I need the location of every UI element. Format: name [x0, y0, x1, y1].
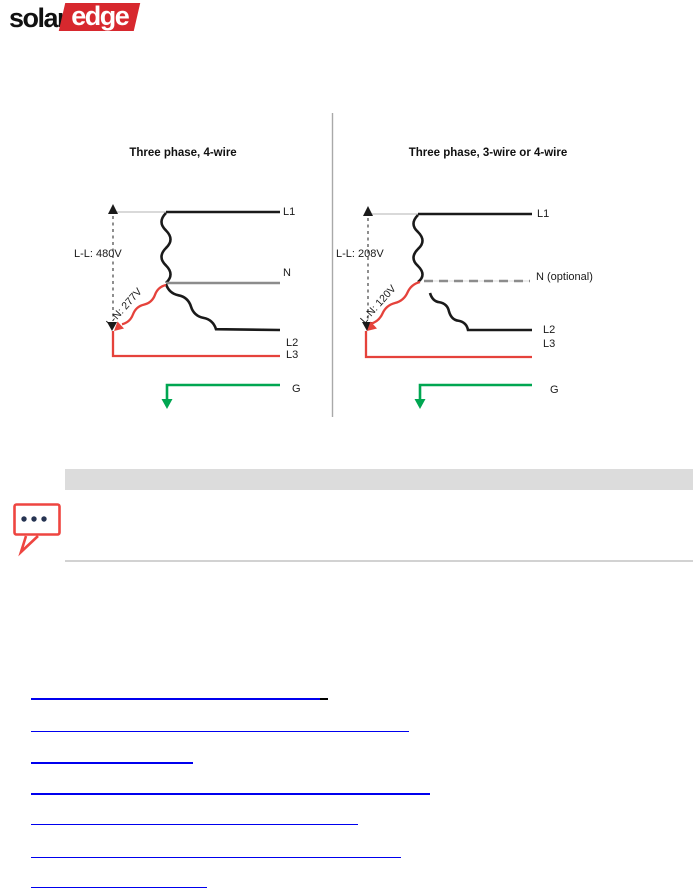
note-bottom-rule — [65, 560, 693, 562]
left-l1-label: L1 — [283, 206, 296, 218]
solaredge-logo: solar edge — [9, 1, 141, 33]
right-measure-arrow-up-icon — [363, 206, 373, 216]
note-bubble-tail — [18, 535, 39, 557]
left-measure-arrow-down-icon — [107, 322, 117, 331]
right-diagram-title: Three phase, 3-wire or 4-wire — [408, 147, 568, 159]
link-1-end-mark — [320, 697, 328, 700]
left-l2-winding-coil — [164, 283, 281, 332]
left-ll-voltage-label: L-L: 480V — [74, 248, 122, 260]
left-red-arrowhead-icon — [114, 321, 124, 331]
left-n-label: N — [283, 267, 291, 279]
left-measure-arrow-up-icon — [108, 204, 118, 214]
left-ground-wire — [165, 383, 280, 400]
right-g-label: G — [550, 384, 559, 396]
left-l3-winding-coil — [121, 283, 167, 326]
right-red-arrowhead-icon — [367, 321, 377, 331]
note-header-bar — [65, 469, 693, 490]
link-underline-1[interactable] — [31, 698, 321, 700]
right-ground-wire — [418, 383, 532, 400]
left-l1-winding-coil — [160, 212, 172, 284]
right-l3-label: L3 — [543, 338, 556, 350]
left-l2-label: L2 — [286, 337, 299, 349]
link-underline-7[interactable] — [31, 887, 207, 889]
note-bubble-outline — [13, 503, 61, 536]
right-l2-winding-coil — [428, 292, 532, 332]
left-diagram — [107, 204, 281, 409]
right-n-optional-label: N (optional) — [536, 271, 593, 283]
note-icon — [13, 503, 61, 557]
link-underline-6[interactable] — [31, 857, 401, 859]
logo-text-solar: solar — [9, 3, 68, 33]
link-underline-3[interactable] — [31, 762, 193, 764]
left-diagram-title: Three phase, 4-wire — [129, 147, 237, 159]
right-ll-voltage-label: L-L: 208V — [336, 248, 384, 260]
link-underline-2[interactable] — [31, 731, 409, 733]
left-l3-wire — [111, 331, 280, 358]
right-l1-winding-coil — [412, 214, 424, 284]
right-ground-arrow-icon — [414, 399, 426, 409]
right-l1-label: L1 — [537, 208, 550, 220]
left-ground-arrow-icon — [161, 399, 173, 409]
note-dot-1 — [21, 516, 27, 522]
note-dot-2 — [31, 516, 37, 522]
left-l3-label: L3 — [286, 349, 299, 361]
right-diagram — [362, 206, 532, 409]
left-g-label: G — [292, 383, 301, 395]
right-l3-wire — [364, 331, 532, 359]
note-dot-3 — [41, 516, 47, 522]
link-underline-4[interactable] — [31, 793, 430, 795]
link-underline-5[interactable] — [31, 824, 358, 826]
right-l3-winding-coil — [369, 280, 421, 326]
right-l2-label: L2 — [543, 324, 556, 336]
